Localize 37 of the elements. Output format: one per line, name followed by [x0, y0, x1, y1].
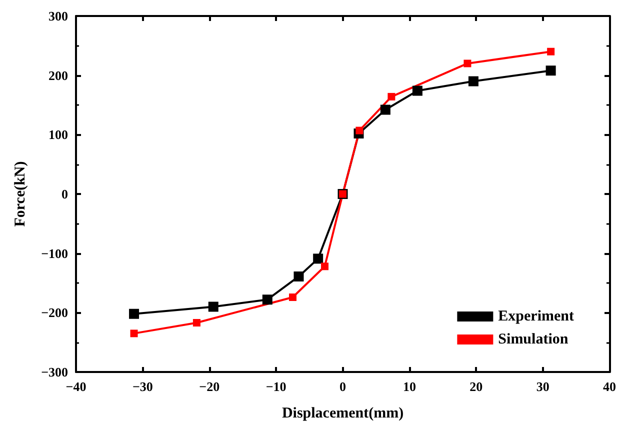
- x-axis-title: Displacement(mm): [282, 406, 404, 422]
- point: [464, 60, 472, 68]
- x-tick-label: −40: [66, 379, 86, 394]
- point: [130, 330, 138, 338]
- y-tick-label: 100: [48, 127, 68, 142]
- point: [294, 271, 304, 282]
- point: [192, 319, 200, 327]
- x-tick-label: 0: [340, 379, 346, 394]
- x-tick-label: 20: [470, 379, 483, 394]
- point: [288, 293, 296, 301]
- y-tick-label: −100: [41, 246, 68, 261]
- point: [320, 262, 328, 270]
- point: [129, 308, 140, 319]
- y-tick-label: −300: [41, 364, 68, 380]
- x-tick-label: 10: [402, 379, 416, 394]
- point: [356, 126, 364, 134]
- legend-label: Experiment: [498, 308, 574, 324]
- y-tick-label: −200: [41, 305, 68, 320]
- x-tick-label: −10: [266, 379, 286, 394]
- y-tick-label: 300: [48, 8, 68, 24]
- x-tick-label: 40: [603, 379, 616, 394]
- legend-label: Simulation: [498, 332, 569, 348]
- point: [262, 294, 272, 305]
- y-tick-label: 0: [62, 186, 68, 202]
- y-axis-title: Force(kN): [12, 161, 28, 227]
- point: [208, 302, 218, 312]
- point: [547, 48, 555, 56]
- point: [412, 86, 422, 96]
- x-tick-label: −20: [199, 379, 220, 394]
- y-tick-label: 200: [48, 68, 68, 83]
- x-tick-label: −30: [132, 379, 153, 394]
- x-tick-label: 30: [536, 379, 550, 394]
- point: [468, 76, 478, 86]
- point: [388, 92, 396, 100]
- point: [380, 104, 390, 115]
- point: [313, 254, 324, 264]
- point: [546, 66, 556, 76]
